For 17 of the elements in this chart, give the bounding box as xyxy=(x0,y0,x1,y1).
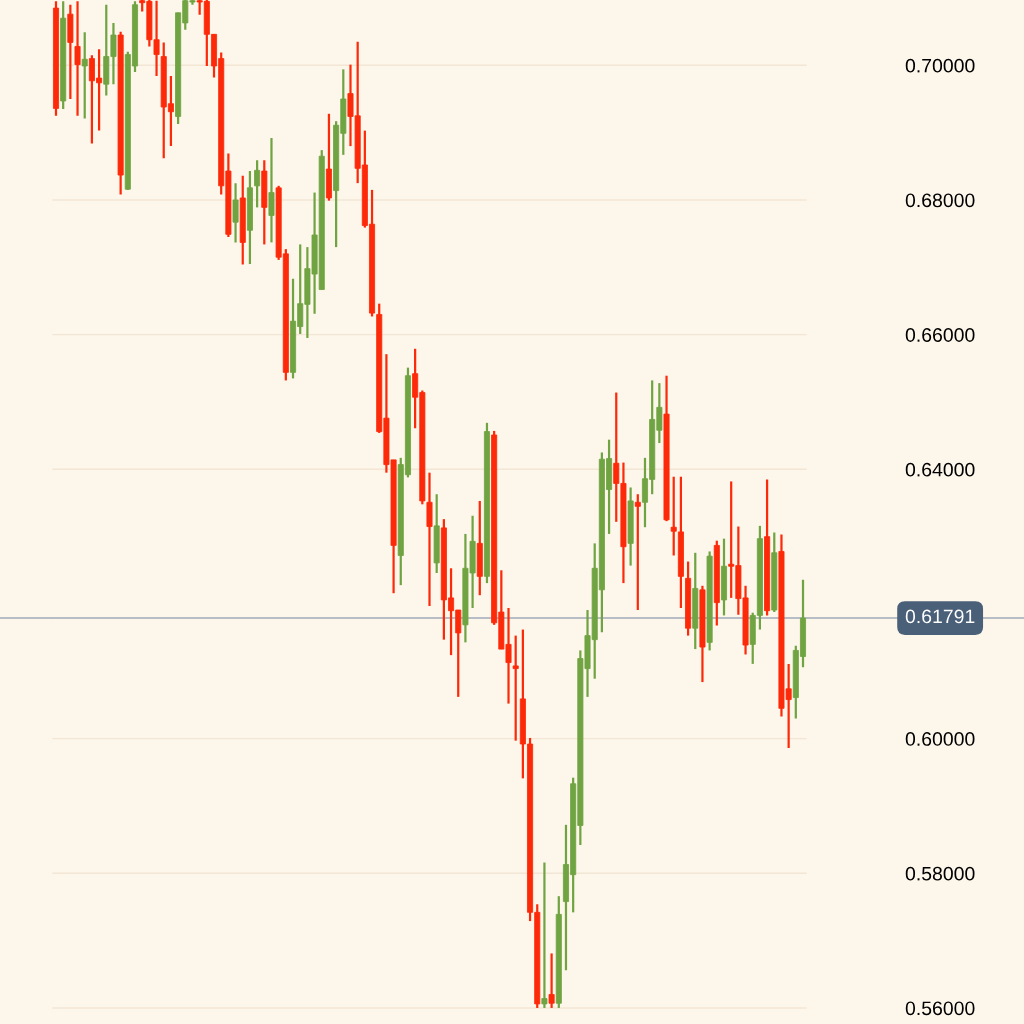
candlestick xyxy=(254,159,261,209)
candlestick xyxy=(541,861,548,1010)
y-tick-label: 0.64000 xyxy=(905,462,975,477)
y-tick-label: 0.60000 xyxy=(905,732,975,746)
candlestick xyxy=(74,0,81,117)
ref-line-label: 0.61791 xyxy=(905,609,975,624)
candlestick xyxy=(268,136,275,244)
candlestick xyxy=(512,634,519,742)
candlestick xyxy=(634,493,641,612)
y-tick-label: 0.58000 xyxy=(905,866,975,881)
candlestick xyxy=(81,31,88,120)
candlestick xyxy=(548,952,555,1010)
y-tick-label: 0.68000 xyxy=(905,193,975,208)
y-tick-label: 0.70000 xyxy=(905,58,975,73)
y-tick-label: 0.66000 xyxy=(905,328,975,342)
y-tick-label: 0.56000 xyxy=(905,1001,975,1016)
candlestick xyxy=(232,182,239,244)
